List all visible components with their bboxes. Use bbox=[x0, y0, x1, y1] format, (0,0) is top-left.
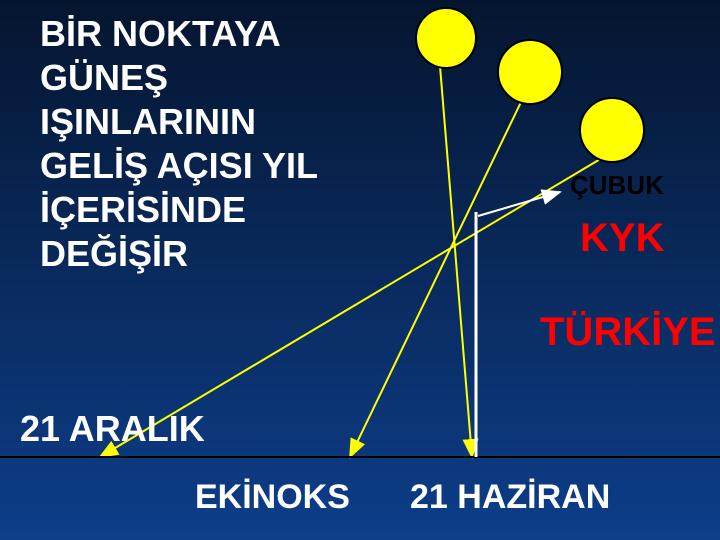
diagram-stage: BİR NOKTAYA GÜNEŞ IŞINLARININ GELİŞ AÇIS… bbox=[0, 0, 720, 540]
sun-icon-1 bbox=[498, 40, 562, 104]
turkiye-label: TÜRKİYE bbox=[540, 310, 716, 355]
21-haziran-label: 21 HAZİRAN bbox=[410, 478, 610, 517]
sun-icon-0 bbox=[416, 8, 476, 68]
title-text: BİR NOKTAYA GÜNEŞ IŞINLARININ GELİŞ AÇIS… bbox=[40, 12, 318, 276]
cubuk-label: ÇUBUK bbox=[570, 170, 664, 201]
kyk-label: KYK bbox=[580, 216, 664, 261]
sun-icon-2 bbox=[580, 98, 644, 162]
21-aralik-label: 21 ARALIK bbox=[20, 408, 205, 450]
ekinoks-label: EKİNOKS bbox=[195, 478, 350, 517]
